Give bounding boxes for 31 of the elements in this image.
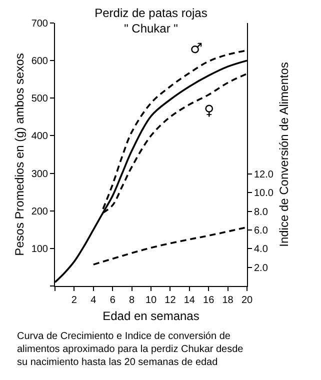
y2-tick-label: 2.0	[254, 262, 268, 274]
y-tick-label: 700	[31, 18, 48, 30]
y2-tick-label: 8.0	[254, 206, 268, 218]
y-tick-label: 600	[31, 56, 48, 68]
x-tick-label: 16	[203, 295, 215, 306]
x-tick-label: 14	[184, 295, 196, 306]
x-tick-label: 20	[241, 295, 253, 306]
y-axis-title: Pesos Promedios en (g) ambos sexos	[12, 53, 27, 256]
y-tick-label: 400	[31, 131, 48, 142]
y2-tick-label: 10.0	[254, 188, 274, 200]
x-tick-label: 4	[90, 295, 97, 306]
x-tick-label: 8	[129, 295, 136, 306]
y2-tick-label: 12.0	[254, 170, 274, 181]
y2-tick-label: 6.0	[254, 226, 268, 237]
line-series	[92, 226, 247, 266]
x-tick-label: 10	[145, 295, 157, 306]
y-tick-label: 100	[31, 244, 48, 255]
x-tick-label: 6	[110, 295, 116, 306]
y-tick-label: 500	[31, 94, 48, 105]
x-axis-title: Edad en semanas	[102, 308, 200, 323]
text: Curva de Crecimiento e Indice de conversión de alimentos aproximado para la perdiz Chukar desde su nacimiento hasta las 20 semanas de edad	[17, 331, 244, 368]
x-tick-label: 12	[164, 295, 176, 306]
y-tick-label: 200	[31, 206, 48, 218]
y2-tick-label: 4.0	[254, 244, 268, 256]
x-tick-label: 18	[222, 295, 234, 306]
annotation: ♀	[204, 103, 214, 119]
y2-axis-title: Indice de Conversión de Alimentos	[276, 62, 291, 247]
y-tick-label: 300	[31, 168, 48, 180]
annotation: ♂	[190, 41, 203, 57]
x-tick-label: 2	[71, 295, 78, 306]
chart-title: Perdiz de patas rojas " Chukar "	[94, 6, 208, 36]
